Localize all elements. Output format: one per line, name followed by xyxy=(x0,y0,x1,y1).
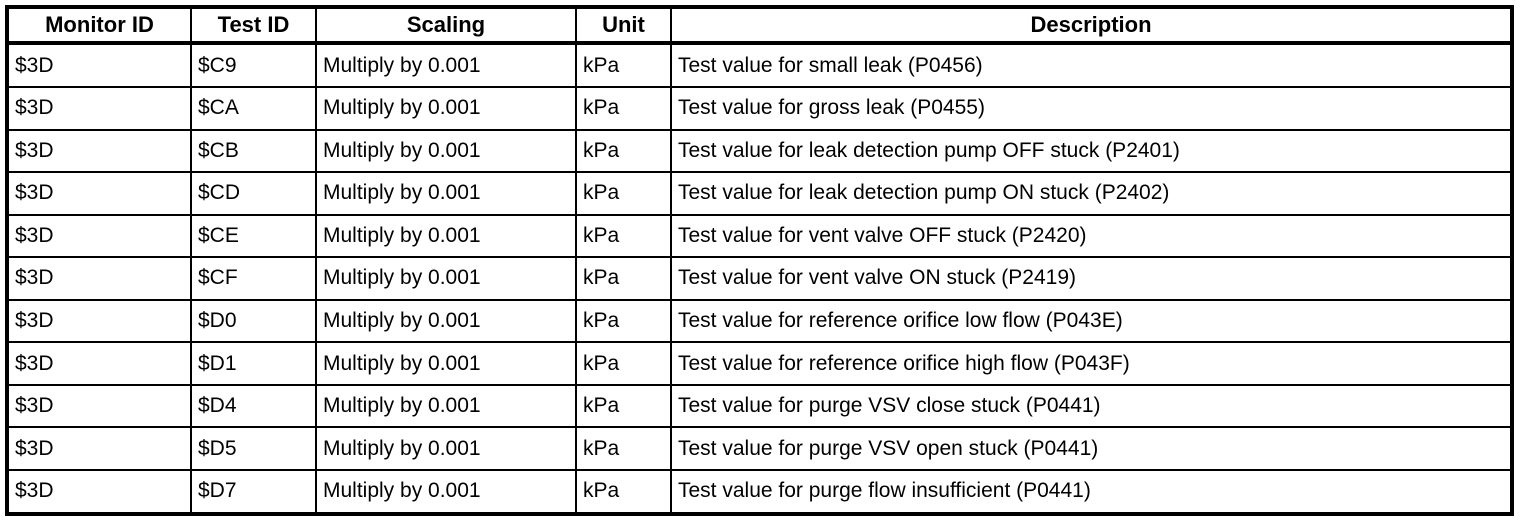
cell-scaling: Multiply by 0.001 xyxy=(315,171,577,216)
table-row: $3D $CD Multiply by 0.001 kPa Test value for… xyxy=(6,171,1513,216)
cell-monitor_id: $3D xyxy=(6,298,192,344)
cell-scaling: Multiply by 0.001 xyxy=(315,128,577,174)
cell-description: Test value for reference orifice high fl… xyxy=(670,341,1513,386)
cell-monitor_id: $3D xyxy=(6,256,192,301)
cell-test_id: $CB xyxy=(190,128,317,174)
cell-scaling: Multiply by 0.001 xyxy=(315,213,577,259)
cell-monitor_id: $3D xyxy=(6,86,192,131)
cell-unit: kPa xyxy=(575,86,672,131)
cell-unit: kPa xyxy=(575,383,672,429)
cell-test_id: $CD xyxy=(190,171,317,216)
cell-monitor_id: $3D xyxy=(6,468,192,516)
diagnostic-test-value-table: Monitor ID Test ID Scaling Unit Description … xyxy=(5,5,1514,516)
column-header-description: Description xyxy=(670,6,1513,45)
table-row: $3D $CF Multiply by 0.001 kPa Test value for… xyxy=(6,256,1513,301)
cell-description: Test value for purge VSV close stuck (P0… xyxy=(670,383,1513,429)
cell-scaling: Multiply by 0.001 xyxy=(315,256,577,301)
cell-description: Test value for leak detection pump ON st… xyxy=(670,171,1513,216)
cell-monitor_id: $3D xyxy=(6,383,192,429)
cell-test_id: $D4 xyxy=(190,383,317,429)
cell-unit: kPa xyxy=(575,213,672,259)
cell-test_id: $D1 xyxy=(190,341,317,386)
column-header-scaling: Scaling xyxy=(315,6,577,45)
cell-description: Test value for purge flow insufficient (… xyxy=(670,468,1513,516)
cell-test_id: $D5 xyxy=(190,426,317,471)
cell-monitor_id: $3D xyxy=(6,128,192,174)
cell-scaling: Multiply by 0.001 xyxy=(315,86,577,131)
cell-test_id: $CE xyxy=(190,213,317,259)
cell-scaling: Multiply by 0.001 xyxy=(315,41,577,89)
table-row: $3D $D4 Multiply by 0.001 kPa Test value for… xyxy=(6,383,1513,429)
cell-unit: kPa xyxy=(575,171,672,216)
cell-monitor_id: $3D xyxy=(6,341,192,386)
cell-monitor_id: $3D xyxy=(6,171,192,216)
cell-unit: kPa xyxy=(575,468,672,516)
column-header-test_id: Test ID xyxy=(190,6,317,45)
table-row: $3D $CB Multiply by 0.001 kPa Test value for… xyxy=(6,128,1513,174)
cell-unit: kPa xyxy=(575,298,672,344)
cell-monitor_id: $3D xyxy=(6,213,192,259)
cell-monitor_id: $3D xyxy=(6,426,192,471)
cell-description: Test value for small leak (P0456) xyxy=(670,41,1513,89)
cell-monitor_id: $3D xyxy=(6,41,192,89)
cell-unit: kPa xyxy=(575,341,672,386)
table-row: $3D $D7 Multiply by 0.001 kPa Test value for… xyxy=(6,468,1513,516)
cell-test_id: $D0 xyxy=(190,298,317,344)
cell-description: Test value for leak detection pump OFF s… xyxy=(670,128,1513,174)
cell-test_id: $C9 xyxy=(190,41,317,89)
column-header-monitor_id: Monitor ID xyxy=(6,6,192,45)
cell-test_id: $CF xyxy=(190,256,317,301)
table-row: $3D $D5 Multiply by 0.001 kPa Test value for… xyxy=(6,426,1513,471)
cell-scaling: Multiply by 0.001 xyxy=(315,341,577,386)
cell-description: Test value for vent valve OFF stuck (P24… xyxy=(670,213,1513,259)
table-row: $3D $C9 Multiply by 0.001 kPa Test value for… xyxy=(6,41,1513,89)
cell-unit: kPa xyxy=(575,426,672,471)
cell-description: Test value for gross leak (P0455) xyxy=(670,86,1513,131)
table-row: $3D $CA Multiply by 0.001 kPa Test value for… xyxy=(6,86,1513,131)
table-row: $3D $D0 Multiply by 0.001 kPa Test value for… xyxy=(6,298,1513,344)
cell-unit: kPa xyxy=(575,128,672,174)
column-header-unit: Unit xyxy=(575,6,672,45)
cell-scaling: Multiply by 0.001 xyxy=(315,298,577,344)
cell-scaling: Multiply by 0.001 xyxy=(315,468,577,516)
cell-test_id: $CA xyxy=(190,86,317,131)
table-body: $3D $C9 Multiply by 0.001 kPa Test value for… xyxy=(6,41,1513,516)
table-row: $3D $CE Multiply by 0.001 kPa Test value for… xyxy=(6,213,1513,259)
cell-unit: kPa xyxy=(575,41,672,89)
cell-unit: kPa xyxy=(575,256,672,301)
cell-description: Test value for purge VSV open stuck (P04… xyxy=(670,426,1513,471)
cell-scaling: Multiply by 0.001 xyxy=(315,426,577,471)
cell-description: Test value for reference orifice low flo… xyxy=(670,298,1513,344)
header-row: Monitor ID Test ID Scaling Unit Description xyxy=(6,6,1513,45)
table-row: $3D $D1 Multiply by 0.001 kPa Test value for… xyxy=(6,341,1513,386)
cell-scaling: Multiply by 0.001 xyxy=(315,383,577,429)
cell-description: Test value for vent valve ON stuck (P241… xyxy=(670,256,1513,301)
cell-test_id: $D7 xyxy=(190,468,317,516)
